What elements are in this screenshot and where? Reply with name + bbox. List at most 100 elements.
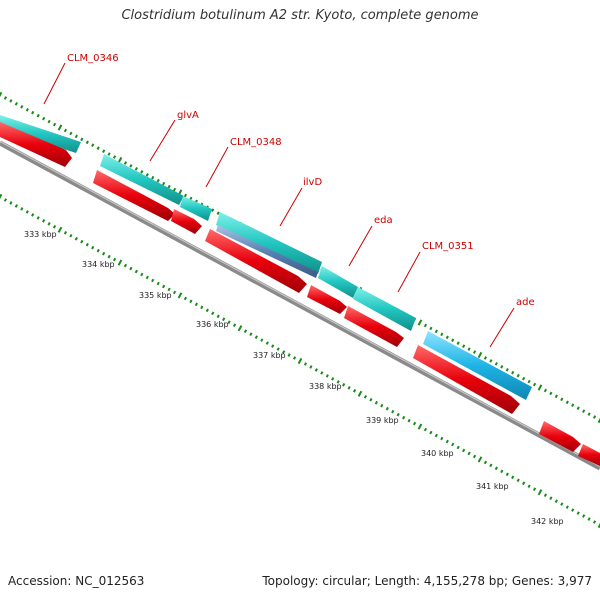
- gene-ilvd-inner-bar: [216, 225, 318, 278]
- genome-metadata-text: Topology: circular; Length: 4,155,278 bp…: [262, 574, 592, 588]
- minor-tick: [216, 314, 220, 319]
- minor-tick: [145, 173, 149, 177]
- leader-ilvd: [279, 187, 303, 227]
- minor-tick: [369, 397, 373, 402]
- minor-tick: [14, 204, 18, 208]
- major-tick: [537, 489, 543, 496]
- minor-tick: [42, 219, 46, 223]
- minor-tick: [189, 196, 193, 201]
- minor-tick: [80, 137, 84, 142]
- minor-tick: [69, 233, 73, 238]
- kbp-label: 342 kbp: [531, 517, 564, 526]
- minor-tick: [189, 299, 193, 304]
- minor-tick: [576, 511, 580, 515]
- minor-tick: [483, 356, 488, 360]
- minor-tick: [107, 254, 111, 259]
- minor-tick: [511, 475, 515, 480]
- cds-arrow: [578, 444, 600, 466]
- major-tick: [0, 91, 3, 98]
- minor-tick: [216, 211, 220, 215]
- minor-tick: [9, 99, 13, 103]
- minor-tick: [571, 508, 575, 512]
- cds-track: [0, 122, 600, 466]
- minor-tick: [500, 365, 504, 369]
- minor-tick: [592, 415, 597, 419]
- minor-tick: [123, 161, 128, 165]
- gene-ilvd-bar: [216, 212, 322, 274]
- gene-clm0346-bar: [0, 115, 81, 153]
- minor-tick: [440, 436, 444, 441]
- gene-label-eda: eda: [374, 215, 393, 226]
- major-tick: [117, 156, 123, 164]
- minor-tick: [102, 149, 106, 153]
- accession-text: Accession: NC_012563: [8, 574, 145, 588]
- minor-tick: [222, 317, 226, 322]
- minor-tick: [494, 466, 498, 471]
- minor-tick: [232, 323, 237, 327]
- minor-tick: [489, 359, 493, 363]
- kbp-label: 333 kbp: [24, 230, 57, 239]
- minor-tick: [472, 350, 477, 354]
- cds-arrow: [0, 122, 72, 167]
- kbp-label: 337 kbp: [253, 351, 286, 360]
- minor-tick: [14, 102, 18, 106]
- minor-tick: [587, 412, 591, 416]
- minor-tick: [423, 323, 428, 328]
- minor-tick: [74, 134, 78, 139]
- minor-tick: [587, 517, 591, 521]
- minor-tick: [554, 394, 558, 399]
- minor-tick: [522, 376, 526, 381]
- cds-arrow: [539, 421, 581, 452]
- kbp-labels: 333 kbp 334 kbp 335 kbp 336 kbp 337 kbp …: [24, 230, 564, 526]
- minor-tick: [374, 400, 378, 405]
- minor-tick: [91, 143, 95, 147]
- cds-arrow: [171, 209, 202, 234]
- major-tick: [597, 417, 600, 424]
- minor-tick: [292, 356, 297, 360]
- minor-tick: [565, 400, 569, 405]
- minor-tick: [20, 105, 24, 109]
- minor-tick: [96, 248, 100, 253]
- minor-tick: [183, 296, 188, 301]
- minor-tick: [129, 164, 133, 168]
- minor-tick: [456, 445, 460, 450]
- minor-tick: [505, 472, 509, 477]
- minor-tick: [271, 344, 275, 348]
- minor-tick: [140, 272, 144, 277]
- minor-tick: [549, 391, 553, 396]
- minor-tick: [91, 245, 95, 250]
- genome-backbone: [0, 140, 600, 471]
- major-tick: [477, 351, 483, 359]
- minor-tick: [423, 427, 428, 432]
- minor-tick: [412, 421, 417, 426]
- minor-tick: [205, 308, 209, 313]
- gene-label-glva: glvA: [177, 110, 199, 121]
- minor-tick: [489, 463, 493, 468]
- minor-tick: [462, 448, 466, 453]
- gene-label-leaders: [43, 62, 515, 348]
- minor-tick: [249, 332, 253, 336]
- gene-label-ade: ade: [516, 297, 535, 308]
- minor-tick: [260, 338, 264, 342]
- minor-tick: [107, 152, 111, 156]
- minor-tick: [445, 439, 449, 444]
- minor-tick: [243, 329, 248, 333]
- minor-tick: [462, 344, 466, 348]
- minor-tick: [505, 368, 509, 372]
- minor-tick: [3, 96, 8, 100]
- cds-arrow: [344, 306, 404, 347]
- major-tick: [0, 193, 3, 200]
- minor-tick: [494, 362, 498, 366]
- minor-tick: [445, 335, 449, 340]
- minor-tick: [74, 236, 78, 241]
- major-tick: [417, 319, 423, 326]
- genome-backbone-highlight: [0, 140, 600, 468]
- leader-ade: [489, 307, 515, 348]
- major-tick: [117, 259, 123, 266]
- major-tick: [297, 357, 303, 365]
- minor-tick: [560, 397, 564, 402]
- map-title: Clostridium botulinum A2 str. Kyoto, com…: [121, 8, 479, 23]
- gene-clm0348-bar: [180, 196, 212, 221]
- minor-tick: [227, 320, 231, 325]
- minor-tick: [303, 362, 308, 366]
